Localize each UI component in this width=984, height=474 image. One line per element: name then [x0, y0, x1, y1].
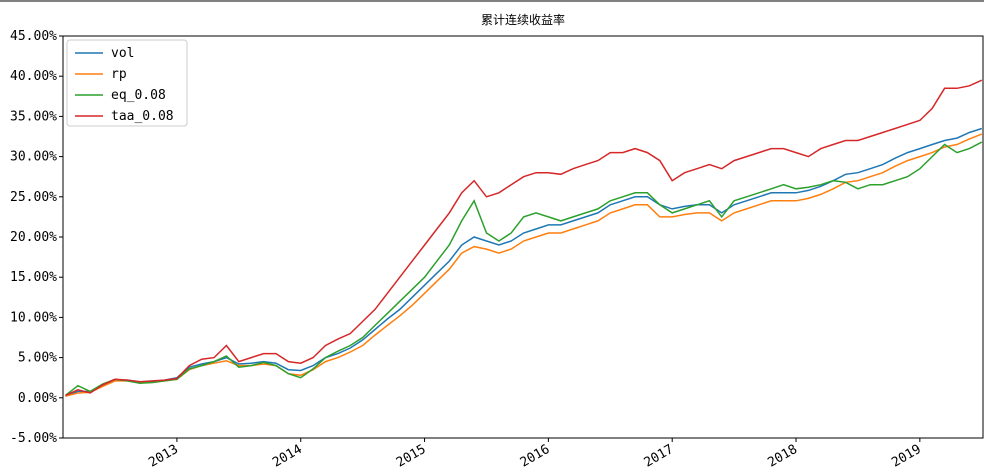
y-tick-label: 15.00%: [10, 270, 57, 285]
legend-label: vol: [111, 46, 134, 61]
chart-title: 累计连续收益率: [481, 12, 565, 27]
legend-label: eq_0.08: [111, 88, 166, 103]
series-line: [65, 79, 983, 397]
x-tick-label: 2018: [765, 442, 800, 471]
y-tick-label: 40.00%: [10, 69, 57, 84]
y-tick-label: 10.00%: [10, 310, 57, 325]
x-tick-label: 2015: [394, 442, 429, 471]
y-tick-label: -5.00%: [10, 431, 57, 446]
x-tick-label: 2014: [270, 442, 305, 471]
x-tick-label: 2013: [146, 442, 181, 471]
series-line: [65, 133, 983, 397]
y-tick-label: 45.00%: [10, 29, 57, 44]
y-tick-label: 35.00%: [10, 109, 57, 124]
legend-label: rp: [111, 67, 127, 82]
y-tick-label: 25.00%: [10, 190, 57, 205]
y-tick-label: 30.00%: [10, 150, 57, 165]
x-tick-label: 2016: [518, 442, 553, 471]
plot-frame: [62, 35, 984, 439]
series-line: [65, 127, 983, 397]
y-tick-label: 0.00%: [18, 391, 57, 406]
series-line: [65, 141, 983, 396]
x-tick-label: 2017: [642, 442, 677, 471]
y-tick-label: 20.00%: [10, 230, 57, 245]
y-tick-label: 5.00%: [18, 351, 57, 366]
legend-label: taa_0.08: [111, 109, 174, 124]
x-tick-label: 2019: [889, 442, 924, 471]
legend-box: [66, 39, 188, 127]
